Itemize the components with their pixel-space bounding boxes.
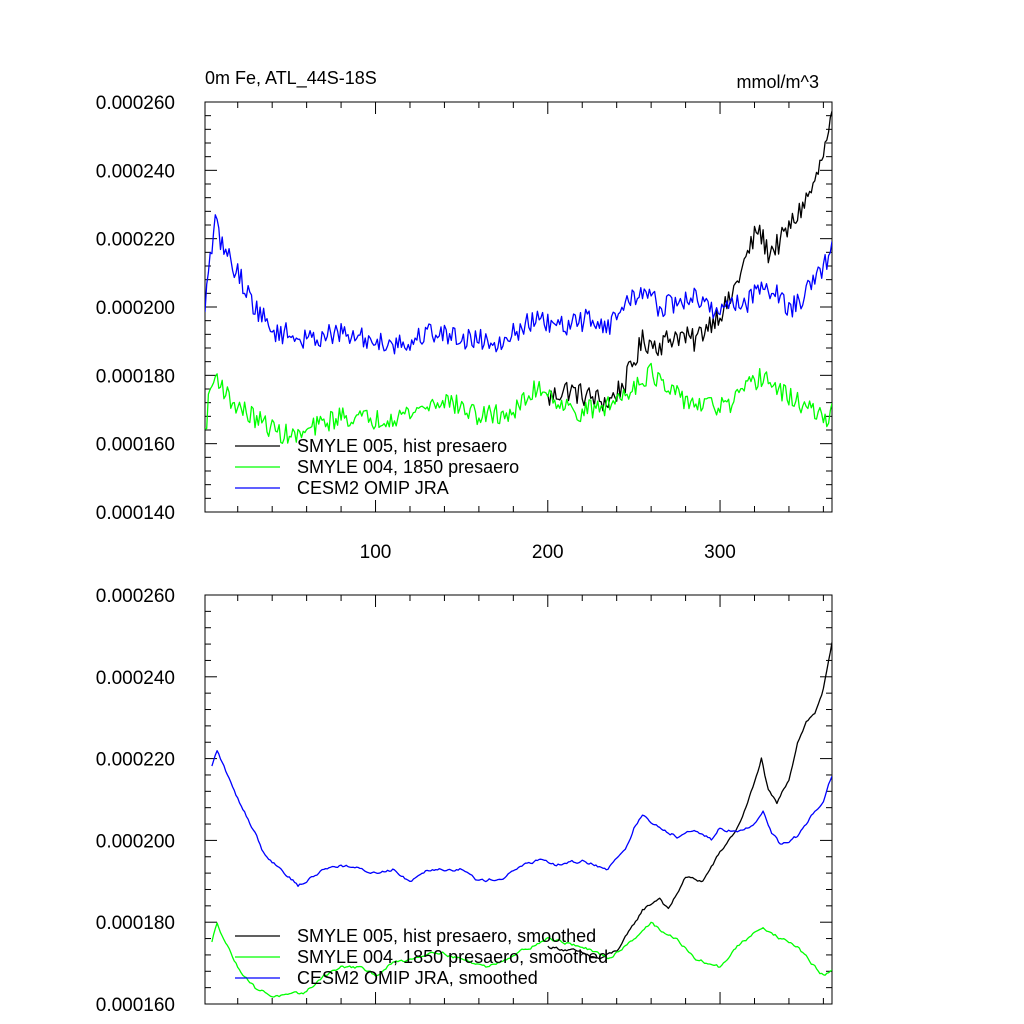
series-line-3 [205, 214, 832, 355]
y-tick-label: 0.000240 [96, 668, 175, 689]
legend-label: SMYLE 004, 1850 presaero, smoothed [297, 947, 608, 967]
y-tick-label: 0.000220 [96, 230, 175, 251]
series-group [205, 111, 832, 444]
series-line-2 [211, 921, 832, 998]
top-chart-title: 0m Fe, ATL_44S-18S [205, 68, 377, 89]
y-tick-label: 0.000240 [96, 161, 175, 182]
y-tick-label: 0.000200 [96, 298, 175, 319]
legend-label: SMYLE 005, hist presaero [297, 436, 507, 456]
y-tick-label: 0.000160 [96, 995, 175, 1016]
legend-label: SMYLE 004, 1850 presaero [297, 457, 519, 477]
y-tick-label: 0.000260 [96, 93, 175, 114]
legend-label: CESM2 OMIP JRA [297, 478, 449, 498]
series-line-1 [547, 642, 832, 960]
bottom-chart-panel: 0.000160 0.000180 0.000200 0.000220 0.000240… [96, 586, 833, 1016]
y-tick-label: 0.000140 [96, 503, 175, 524]
plot-frame [204, 594, 833, 1005]
x-tick-label: 300 [704, 542, 736, 563]
series-line-3 [211, 750, 832, 887]
series-line-1 [547, 111, 832, 412]
x-tick-label: 200 [532, 542, 564, 563]
legend-label: CESM2 OMIP JRA, smoothed [297, 968, 538, 988]
x-tick-label: 100 [360, 542, 392, 563]
top-chart-panel: 0m Fe, ATL_44S-18S mmol/m^3 0.000140 0.00… [96, 68, 833, 563]
y-tick-label: 0.000200 [96, 831, 175, 852]
y-tick-label: 0.000160 [96, 435, 175, 456]
y-tick-label: 0.000180 [96, 913, 175, 934]
y-tick-label: 0.000260 [96, 586, 175, 607]
top-chart-units: mmol/m^3 [737, 72, 819, 92]
y-tick-label: 0.000180 [96, 366, 175, 387]
series-line-2 [205, 362, 832, 444]
series-group [211, 642, 832, 998]
y-tick-label: 0.000220 [96, 750, 175, 771]
legend-label: SMYLE 005, hist presaero, smoothed [297, 926, 596, 946]
